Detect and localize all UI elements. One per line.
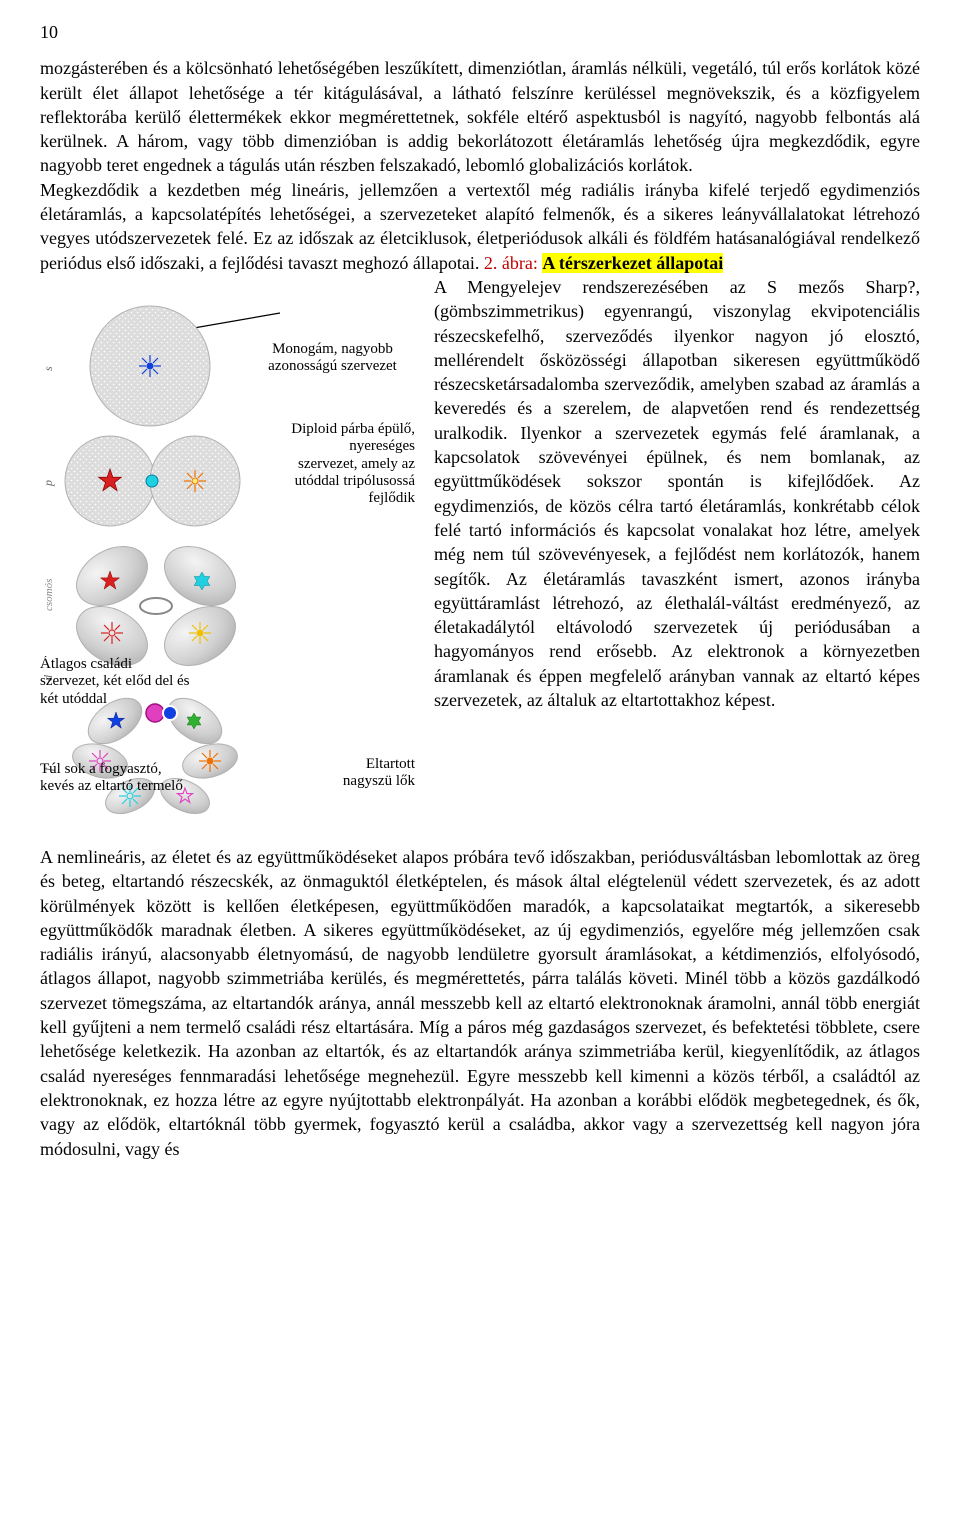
- para2-text: Megkezdődik a kezdetben még lineáris, je…: [40, 180, 920, 273]
- label-diploid: Diploid párba épülő, nyereséges szerveze…: [290, 421, 415, 507]
- label-atlagos: Átlagos családi szervezet, két előd del …: [40, 656, 190, 708]
- label-tulsok: Túl sok a fogyasztó, kevés az eltartó te…: [40, 761, 195, 796]
- s-center-icon: [139, 355, 161, 377]
- paragraph-3: A nemlineáris, az életet és az együttműk…: [40, 845, 920, 1161]
- paragraph-2: Megkezdődik a kezdetben még lineáris, je…: [40, 178, 920, 275]
- orbital-diagram-svg: s p csomós d f Monogám, nagyobb azonossá…: [40, 281, 420, 841]
- page-number: 10: [40, 20, 920, 44]
- axis-label-s: s: [41, 366, 55, 371]
- label-monogam: Monogám, nagyobb azonosságú szervezet: [250, 341, 415, 376]
- figure-ref: 2. ábra:: [484, 253, 538, 273]
- rightcol-span: A Mengyelejev rendszerezésében az S mező…: [434, 277, 920, 686]
- tail-span: szervezetek, az általuk az eltartottakho…: [434, 690, 775, 710]
- figure-2-diagram: s p csomós d f Monogám, nagyobb azonossá…: [40, 281, 420, 841]
- p-orbital: [65, 436, 240, 526]
- paragraph-1: mozgásterében és a kölcsönható lehetőség…: [40, 56, 920, 177]
- axis-label-csomos: csomós: [43, 579, 55, 611]
- label-eltartott: Eltartott nagyszü lők: [340, 756, 415, 791]
- axis-label-p: p: [41, 480, 55, 487]
- figure-title: A térszerkezet állapotai: [542, 253, 723, 273]
